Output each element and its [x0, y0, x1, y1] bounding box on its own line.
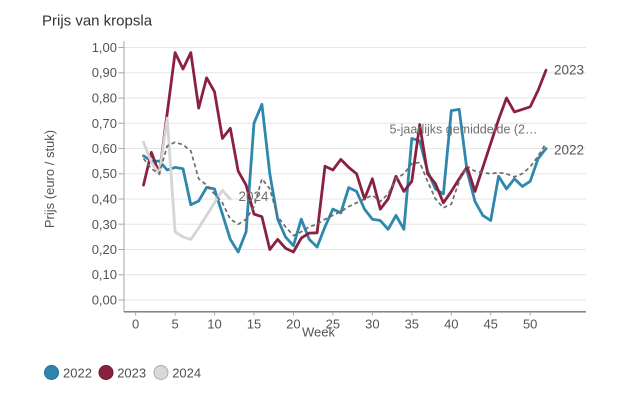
- svg-text:50: 50: [523, 317, 537, 332]
- svg-text:0: 0: [132, 317, 139, 332]
- svg-text:15: 15: [247, 317, 261, 332]
- svg-text:Prijs (euro / stuk): Prijs (euro / stuk): [42, 130, 57, 228]
- svg-text:0,30: 0,30: [92, 217, 117, 232]
- svg-text:20: 20: [286, 317, 300, 332]
- svg-text:25: 25: [326, 317, 340, 332]
- svg-text:0,40: 0,40: [92, 192, 117, 207]
- svg-text:2023: 2023: [117, 366, 146, 381]
- svg-text:2024: 2024: [172, 366, 201, 381]
- svg-text:2022: 2022: [63, 366, 92, 381]
- svg-text:0,60: 0,60: [92, 141, 117, 156]
- svg-text:0,70: 0,70: [92, 116, 117, 131]
- svg-text:5-jaarlijks gemiddelde (2…: 5-jaarlijks gemiddelde (2…: [390, 123, 538, 137]
- svg-text:0,20: 0,20: [92, 242, 117, 257]
- svg-text:40: 40: [444, 317, 458, 332]
- svg-text:45: 45: [483, 317, 497, 332]
- svg-text:Prijs van kropsla: Prijs van kropsla: [42, 13, 153, 30]
- svg-text:0,90: 0,90: [92, 65, 117, 80]
- svg-text:35: 35: [405, 317, 419, 332]
- svg-text:2023: 2023: [554, 63, 584, 78]
- svg-text:10: 10: [207, 317, 221, 332]
- svg-text:30: 30: [365, 317, 379, 332]
- svg-text:0,00: 0,00: [92, 293, 117, 308]
- svg-text:0,50: 0,50: [92, 166, 117, 181]
- svg-text:5: 5: [171, 317, 178, 332]
- svg-text:0,80: 0,80: [92, 91, 117, 106]
- svg-text:Week: Week: [302, 325, 335, 340]
- svg-text:0,10: 0,10: [92, 267, 117, 282]
- svg-text:2022: 2022: [554, 143, 584, 158]
- svg-text:2024: 2024: [239, 189, 270, 204]
- svg-text:1,00: 1,00: [92, 40, 117, 55]
